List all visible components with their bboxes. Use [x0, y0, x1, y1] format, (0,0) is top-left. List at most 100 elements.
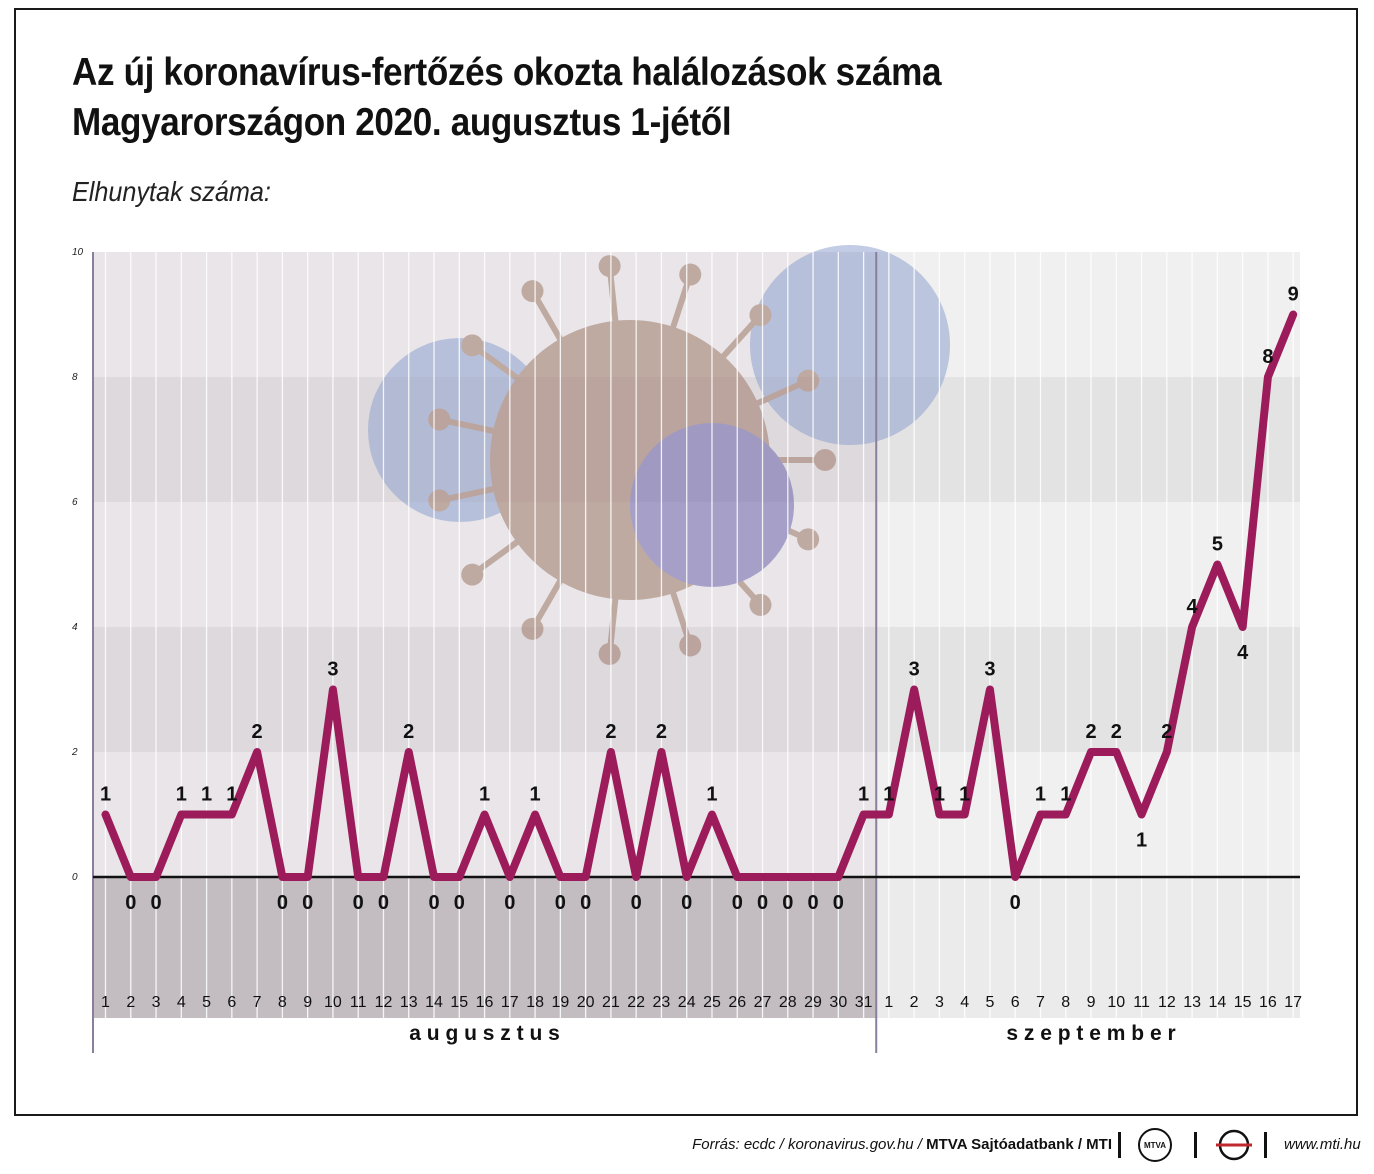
- data-label: 1: [1060, 784, 1071, 806]
- data-point: [1215, 563, 1219, 566]
- data-label: 9: [1288, 284, 1299, 306]
- data-label: 1: [226, 784, 237, 806]
- data-point: [1241, 625, 1245, 629]
- x-tick-label: 4: [960, 994, 969, 1011]
- data-point: [205, 813, 209, 816]
- data-label: 4: [1187, 596, 1199, 618]
- month-label: s z e p t e m b e r: [1006, 1022, 1175, 1045]
- title-line-2: Magyarországon 2020. augusztus 1-jétől: [72, 101, 732, 144]
- x-tick-label: 22: [627, 994, 645, 1011]
- data-label: 1: [100, 784, 111, 806]
- y-tick-label: 0: [72, 872, 78, 883]
- title-line-1: Az új koronavírus-fertőzés okozta halálo…: [72, 51, 942, 94]
- data-point: [963, 813, 967, 816]
- x-tick-label: 25: [703, 994, 721, 1011]
- x-tick-label: 17: [501, 994, 519, 1011]
- x-tick-label: 17: [1284, 994, 1302, 1011]
- data-label: 0: [277, 892, 288, 914]
- data-label: 1: [1035, 784, 1046, 806]
- x-tick-label: 12: [375, 994, 393, 1011]
- virus-spike-head: [461, 334, 484, 357]
- data-point: [1064, 813, 1068, 816]
- data-point: [306, 875, 310, 879]
- x-tick-label: 21: [602, 994, 620, 1011]
- x-tick-label: 28: [779, 994, 797, 1011]
- x-tick-label: 7: [253, 994, 262, 1011]
- data-label: 0: [378, 892, 389, 914]
- separator: [1118, 1132, 1121, 1158]
- data-point: [381, 875, 385, 879]
- footer: Forrás: ecdc / koronavirus.gov.hu / MTVA…: [0, 1128, 1374, 1168]
- data-label: 2: [1111, 721, 1122, 743]
- data-label: 0: [428, 892, 439, 914]
- virus-spike-head: [598, 642, 621, 665]
- data-point: [230, 813, 234, 816]
- data-point: [1165, 750, 1169, 754]
- mtva-logo-icon: MTVA: [1138, 1128, 1172, 1162]
- y-tick-label: 6: [72, 497, 78, 508]
- data-label: 0: [150, 892, 161, 914]
- data-point: [280, 875, 284, 879]
- data-label: 0: [681, 892, 692, 914]
- data-point: [735, 875, 739, 879]
- virus-spike-head: [428, 408, 451, 431]
- y-tick-label: 2: [71, 747, 78, 758]
- data-label: 2: [403, 721, 414, 743]
- data-label: 0: [732, 892, 743, 914]
- data-point: [659, 750, 663, 754]
- chart-frame: [14, 8, 1358, 1116]
- series-line: [101, 310, 1298, 881]
- virus-spike-head: [679, 263, 702, 286]
- x-tick-label: 8: [1061, 994, 1070, 1011]
- x-tick-label: 29: [804, 994, 822, 1011]
- data-label: 5: [1212, 534, 1223, 556]
- y-axis-caption: Elhunytak száma:: [72, 176, 271, 207]
- data-point: [634, 875, 638, 879]
- data-point: [331, 688, 335, 691]
- y-tick-label: 8: [72, 372, 78, 383]
- separator: [1264, 1132, 1267, 1158]
- data-point: [836, 875, 840, 879]
- x-tick-label: 16: [476, 994, 494, 1011]
- virus-spike-head: [461, 563, 484, 586]
- data-label: 0: [833, 892, 844, 914]
- data-point: [104, 813, 107, 816]
- data-label: 2: [656, 721, 667, 743]
- data-point: [407, 750, 411, 754]
- data-label: 0: [555, 892, 566, 914]
- data-label: 1: [883, 784, 894, 806]
- mtva-logo-text: MTVA: [1143, 1140, 1167, 1150]
- data-point: [786, 875, 790, 879]
- data-point: [584, 875, 588, 879]
- data-label: 1: [176, 784, 187, 806]
- x-tick-label: 31: [855, 994, 873, 1011]
- data-point: [558, 875, 562, 879]
- data-label: 3: [327, 659, 338, 681]
- x-tick-label: 5: [985, 994, 994, 1011]
- x-tick-label: 30: [829, 994, 847, 1011]
- virus-spike-head: [749, 304, 772, 327]
- data-label: 0: [757, 892, 768, 914]
- data-label: 2: [1085, 721, 1096, 743]
- source-credit: Forrás: ecdc / koronavirus.gov.hu / MTVA…: [692, 1136, 1112, 1153]
- x-tick-label: 16: [1259, 994, 1277, 1011]
- data-point: [1140, 813, 1144, 816]
- data-label: 0: [1010, 892, 1021, 914]
- data-label: 0: [302, 892, 313, 914]
- data-point: [1114, 750, 1118, 754]
- separator: [1194, 1132, 1197, 1158]
- x-tick-label: 12: [1158, 994, 1176, 1011]
- data-label: 8: [1262, 346, 1273, 368]
- data-point: [1291, 313, 1295, 316]
- x-tick-label: 27: [754, 994, 772, 1011]
- data-point: [432, 875, 436, 879]
- data-point: [356, 875, 360, 879]
- data-label: 0: [454, 892, 465, 914]
- data-label: 2: [252, 721, 263, 743]
- data-point: [457, 875, 461, 879]
- virus-spike-head: [749, 593, 772, 616]
- data-point: [988, 688, 992, 691]
- x-tick-label: 11: [350, 994, 367, 1011]
- x-tick-label: 15: [1234, 994, 1252, 1011]
- virus-spike-head: [679, 634, 702, 657]
